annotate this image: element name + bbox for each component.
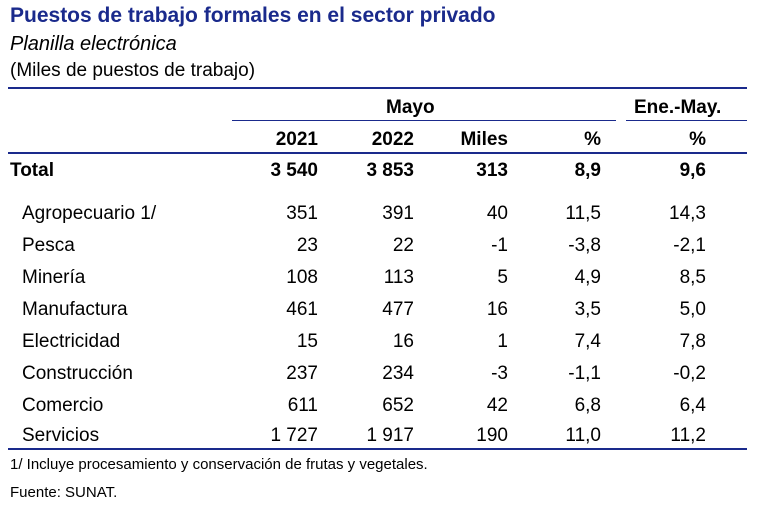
row-value: 611 <box>287 395 318 416</box>
row-value: 6,4 <box>679 395 706 416</box>
row-value: 461 <box>286 299 318 320</box>
column-header: % <box>584 129 601 150</box>
row-value: -3 <box>491 363 508 384</box>
row-value: 14,3 <box>669 203 706 224</box>
row-value: 351 <box>286 203 318 224</box>
row-value: 1 <box>497 331 508 352</box>
row-label: Comercio <box>22 395 104 416</box>
header-rule <box>8 152 747 154</box>
row-value: -1,1 <box>568 363 601 384</box>
row-value: 8,5 <box>679 267 706 288</box>
units-label: (Miles de puestos de trabajo) <box>10 60 256 81</box>
row-value: 15 <box>296 331 318 352</box>
row-value: 4,9 <box>574 267 601 288</box>
row-label: Electricidad <box>22 331 121 352</box>
row-value: 391 <box>382 203 414 224</box>
table-title: Puestos de trabajo formales en el sector… <box>10 4 496 27</box>
row-label: Construcción <box>22 363 133 384</box>
column-header: 2022 <box>371 129 414 150</box>
source-note: Fuente: SUNAT. <box>10 484 118 501</box>
row-value: 5 <box>497 267 508 288</box>
row-value: 42 <box>486 395 508 416</box>
column-header: Miles <box>460 129 508 150</box>
row-value: 7,4 <box>574 331 601 352</box>
row-value: 3,5 <box>574 299 601 320</box>
row-label: Agropecuario 1/ <box>22 203 157 224</box>
row-label: Manufactura <box>22 299 128 320</box>
row-value: 113 <box>383 267 414 288</box>
header-group-mayo: Mayo <box>386 97 435 118</box>
row-value: 9,6 <box>679 160 706 181</box>
ene-may-group-rule <box>626 120 747 121</box>
row-value: 1 727 <box>270 425 318 446</box>
row-value: 6,8 <box>574 395 601 416</box>
row-value: -0,2 <box>673 363 706 384</box>
row-value: 11,5 <box>565 203 601 224</box>
row-label: Pesca <box>22 235 75 256</box>
row-value: 16 <box>486 299 508 320</box>
bottom-rule <box>8 448 747 450</box>
row-value: -2,1 <box>673 235 706 256</box>
row-value: -3,8 <box>568 235 601 256</box>
table-subtitle: Planilla electrónica <box>10 33 177 55</box>
row-value: 1 917 <box>366 425 414 446</box>
row-value: 652 <box>382 395 414 416</box>
row-value: 237 <box>286 363 318 384</box>
row-value: 477 <box>382 299 414 320</box>
column-header: 2021 <box>275 129 318 150</box>
row-value: 108 <box>286 267 318 288</box>
top-rule <box>8 87 747 89</box>
header-group-ene-may: Ene.-May. <box>634 97 722 118</box>
row-value: 190 <box>476 425 508 446</box>
row-label: Minería <box>22 267 86 288</box>
column-header: % <box>689 129 706 150</box>
row-value: 16 <box>392 331 414 352</box>
row-value: 313 <box>476 160 508 181</box>
row-value: 3 540 <box>270 160 318 181</box>
row-value: 40 <box>486 203 508 224</box>
row-value: 234 <box>382 363 414 384</box>
row-value: 5,0 <box>679 299 706 320</box>
row-value: 3 853 <box>366 160 414 181</box>
row-value: 23 <box>296 235 318 256</box>
row-value: 8,9 <box>574 160 601 181</box>
row-value: 7,8 <box>679 331 706 352</box>
row-value: 11,2 <box>670 425 706 446</box>
row-label: Servicios <box>22 425 100 446</box>
row-label: Total <box>10 160 54 181</box>
row-value: -1 <box>491 235 508 256</box>
row-value: 11,0 <box>565 425 601 446</box>
row-value: 22 <box>392 235 414 256</box>
mayo-group-rule <box>232 120 616 121</box>
footnote: 1/ Incluye procesamiento y conservación … <box>10 456 428 473</box>
